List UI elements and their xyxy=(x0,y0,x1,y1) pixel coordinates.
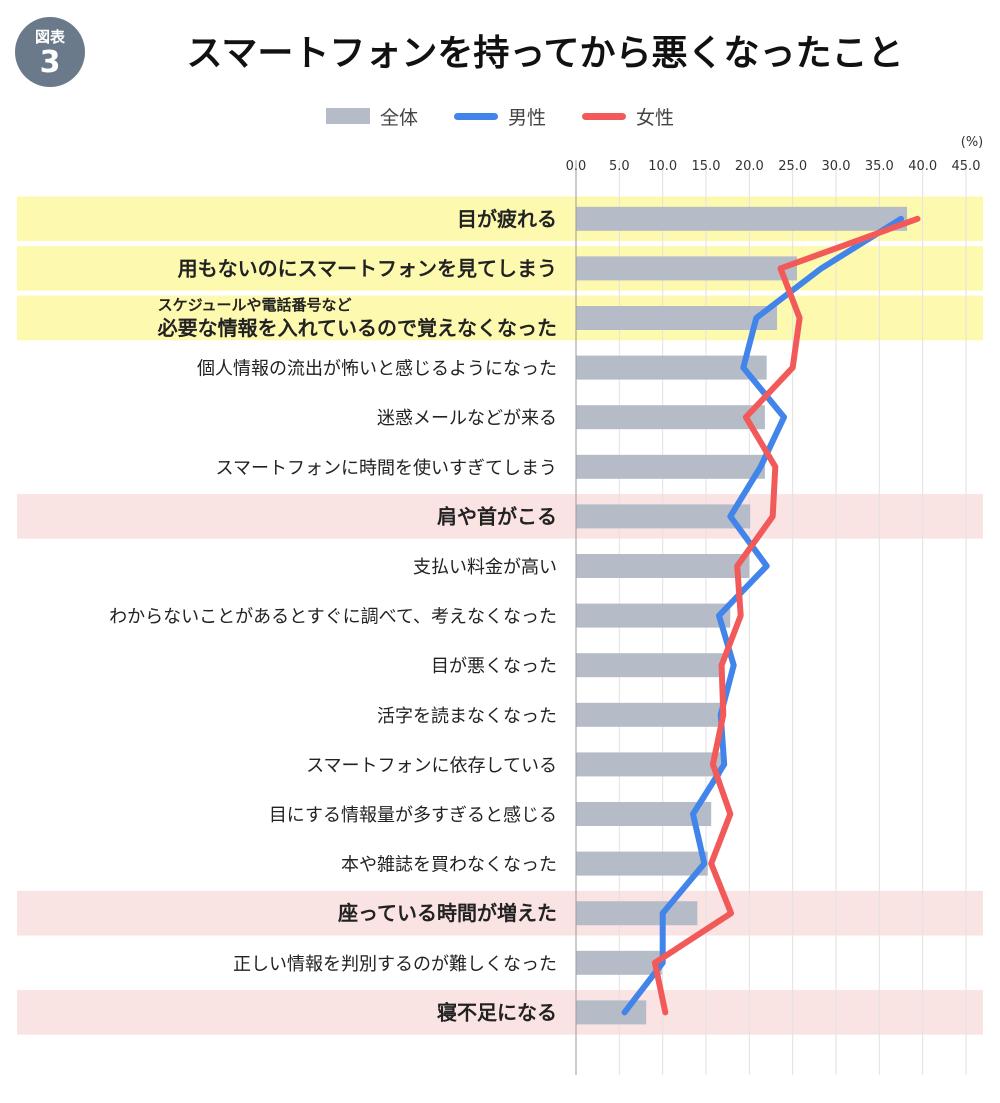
legend: 全体 男性 女性 xyxy=(0,103,1000,129)
category-label-16: 寝不足になる xyxy=(437,1000,557,1024)
bar-total-12 xyxy=(576,802,712,826)
unit-label: (%) xyxy=(961,135,984,150)
legend-label-male: 男性 xyxy=(507,106,546,129)
highlight-band-14 xyxy=(17,890,983,936)
legend-swatch-total xyxy=(325,108,370,124)
x-tick-label-4: 20.0 xyxy=(735,159,764,174)
category-label-6: 肩や首がこる xyxy=(437,504,557,528)
category-sublabel-2: スケジュールや電話番号など xyxy=(158,296,352,314)
bar-total-7 xyxy=(576,554,750,578)
category-label-14: 座っている時間が増えた xyxy=(338,901,557,925)
x-tick-label-0: 0.0 xyxy=(566,159,587,174)
figure-badge: 図表 3 xyxy=(15,17,85,87)
category-label-5: スマートフォンに時間を使いすぎてしまう xyxy=(216,458,557,479)
x-tick-label-1: 5.0 xyxy=(609,159,630,174)
bar-total-8 xyxy=(576,603,731,628)
series-line-male xyxy=(621,215,904,1016)
highlight-band-16 xyxy=(17,990,983,1035)
category-label-8: わからないことがあるとすぐに調べて、考えなくなった xyxy=(109,607,557,628)
bar-total-5 xyxy=(576,454,765,479)
category-label-4: 迷惑メールなどが来る xyxy=(377,408,557,429)
legend-swatch-male xyxy=(453,112,498,120)
series-line-female xyxy=(651,215,921,1016)
category-label-13: 本や雑誌を買わなくなった xyxy=(341,855,557,876)
category-label-10: 活字を読まなくなった xyxy=(377,706,557,727)
x-tick-label-6: 30.0 xyxy=(822,159,851,174)
category-label-1: 用もないのにスマートフォンを見てしまう xyxy=(178,256,557,280)
bar-total-3 xyxy=(576,355,767,380)
category-label-11: スマートフォンに依存している xyxy=(306,755,557,776)
figure-badge-number: 3 xyxy=(39,45,61,80)
legend-label-total: 全体 xyxy=(379,106,418,129)
bar-total-4 xyxy=(576,405,765,430)
x-tick-label-8: 40.0 xyxy=(908,159,937,174)
x-tick-label-5: 25.0 xyxy=(778,159,807,174)
bar-total-6 xyxy=(576,504,751,529)
legend-label-female: 女性 xyxy=(636,106,675,129)
bar-total-0 xyxy=(576,206,908,231)
category-label-15: 正しい情報を判別するのが難しくなった xyxy=(233,954,557,975)
legend-item-total: 全体 xyxy=(325,103,418,130)
bar-total-15 xyxy=(576,950,662,975)
highlight-band-2 xyxy=(17,295,983,341)
x-tick-label-2: 10.0 xyxy=(648,159,677,174)
category-label-3: 個人情報の流出が怖いと感じるようになった xyxy=(197,359,557,380)
bar-total-13 xyxy=(576,851,708,876)
category-label-12: 目にする情報量が多すぎると感じる xyxy=(269,805,557,826)
category-label-2: 必要な情報を入れているので覚えなくなった xyxy=(157,316,557,340)
bar-total-2 xyxy=(576,306,778,330)
highlight-band-6 xyxy=(17,494,983,539)
bar-total-11 xyxy=(576,752,722,777)
x-tick-label-3: 15.0 xyxy=(692,159,721,174)
x-tick-label-9: 45.0 xyxy=(952,159,981,174)
x-tick-label-7: 35.0 xyxy=(865,159,894,174)
bar-total-16 xyxy=(576,1000,647,1025)
legend-item-male: 男性 xyxy=(453,103,546,130)
category-label-0: 目が疲れる xyxy=(457,207,557,231)
legend-item-female: 女性 xyxy=(582,103,674,130)
bar-total-1 xyxy=(576,256,797,281)
category-label-9: 目が悪くなった xyxy=(431,656,557,677)
category-label-7: 支払い料金が高い xyxy=(413,557,557,578)
bar-total-9 xyxy=(576,653,724,678)
bar-total-10 xyxy=(576,702,724,727)
chart-title: スマートフォンを持ってから悪くなったこと xyxy=(186,33,904,74)
figure-badge-label: 図表 xyxy=(34,28,65,46)
legend-swatch-female xyxy=(582,112,626,120)
bar-total-14 xyxy=(576,901,698,926)
